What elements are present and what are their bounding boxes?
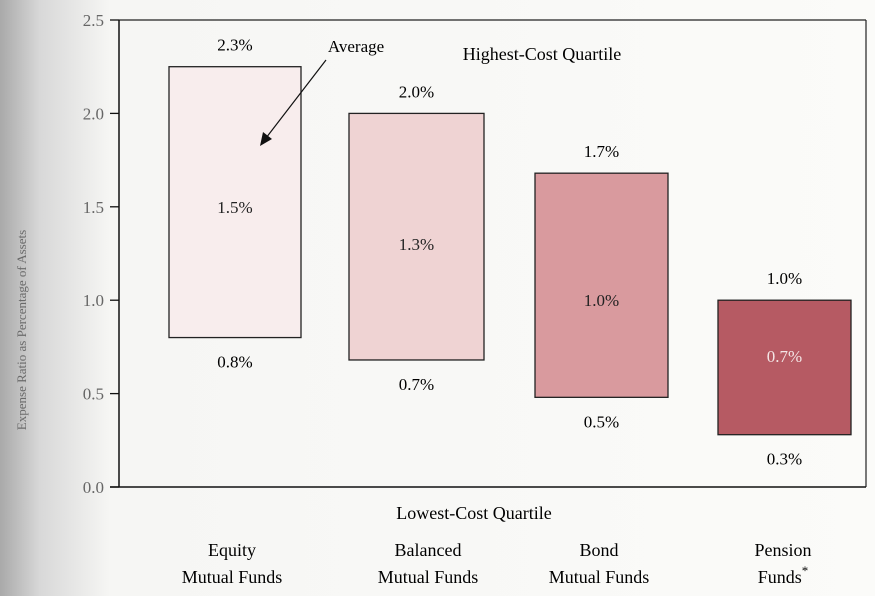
- average-label: 1.0%: [584, 291, 619, 310]
- y-axis-label: Expense Ratio as Percentage of Assets: [14, 230, 29, 430]
- range-bar: [348, 112, 485, 361]
- category-label-line1: Balanced: [395, 540, 462, 560]
- range-bar: [534, 172, 669, 398]
- category-label-line1: Pension: [754, 540, 811, 560]
- category-label-line2: Mutual Funds: [378, 567, 479, 587]
- low-label: 0.3%: [767, 450, 802, 469]
- high-label: 2.0%: [399, 82, 434, 101]
- y-tick-label: 1.0: [83, 291, 104, 310]
- category-label-line2: Funds*: [758, 563, 809, 587]
- y-tick-label: 2.5: [83, 11, 104, 30]
- category-label-line1: Bond: [579, 540, 618, 560]
- range-bar: [168, 66, 302, 339]
- high-label: 1.0%: [767, 269, 802, 288]
- y-tick-label: 0.5: [83, 385, 104, 404]
- low-label: 0.5%: [584, 412, 619, 431]
- average-label: 0.7%: [767, 347, 802, 366]
- high-label: 2.3%: [217, 36, 252, 55]
- low-label: 0.8%: [217, 353, 252, 372]
- average-label: 1.5%: [217, 198, 252, 217]
- y-tick-label: 2.0: [83, 104, 104, 123]
- lowest-cost-quartile-label: Lowest-Cost Quartile: [396, 503, 551, 523]
- average-arrow: [260, 59, 327, 146]
- category-label-line2: Mutual Funds: [549, 567, 650, 587]
- category-label-line2: Mutual Funds: [182, 567, 283, 587]
- footnote-marker: *: [802, 563, 809, 578]
- high-label: 1.7%: [584, 142, 619, 161]
- y-tick-label: 1.5: [83, 198, 104, 217]
- category-label-line1: Equity: [208, 540, 256, 560]
- average-label: 1.3%: [399, 235, 434, 254]
- y-tick-label: 0.0: [83, 478, 104, 497]
- range-bar: [717, 299, 852, 436]
- average-annotation-label: Average: [328, 37, 384, 56]
- highest-cost-quartile-label: Highest-Cost Quartile: [463, 44, 621, 64]
- low-label: 0.7%: [399, 375, 434, 394]
